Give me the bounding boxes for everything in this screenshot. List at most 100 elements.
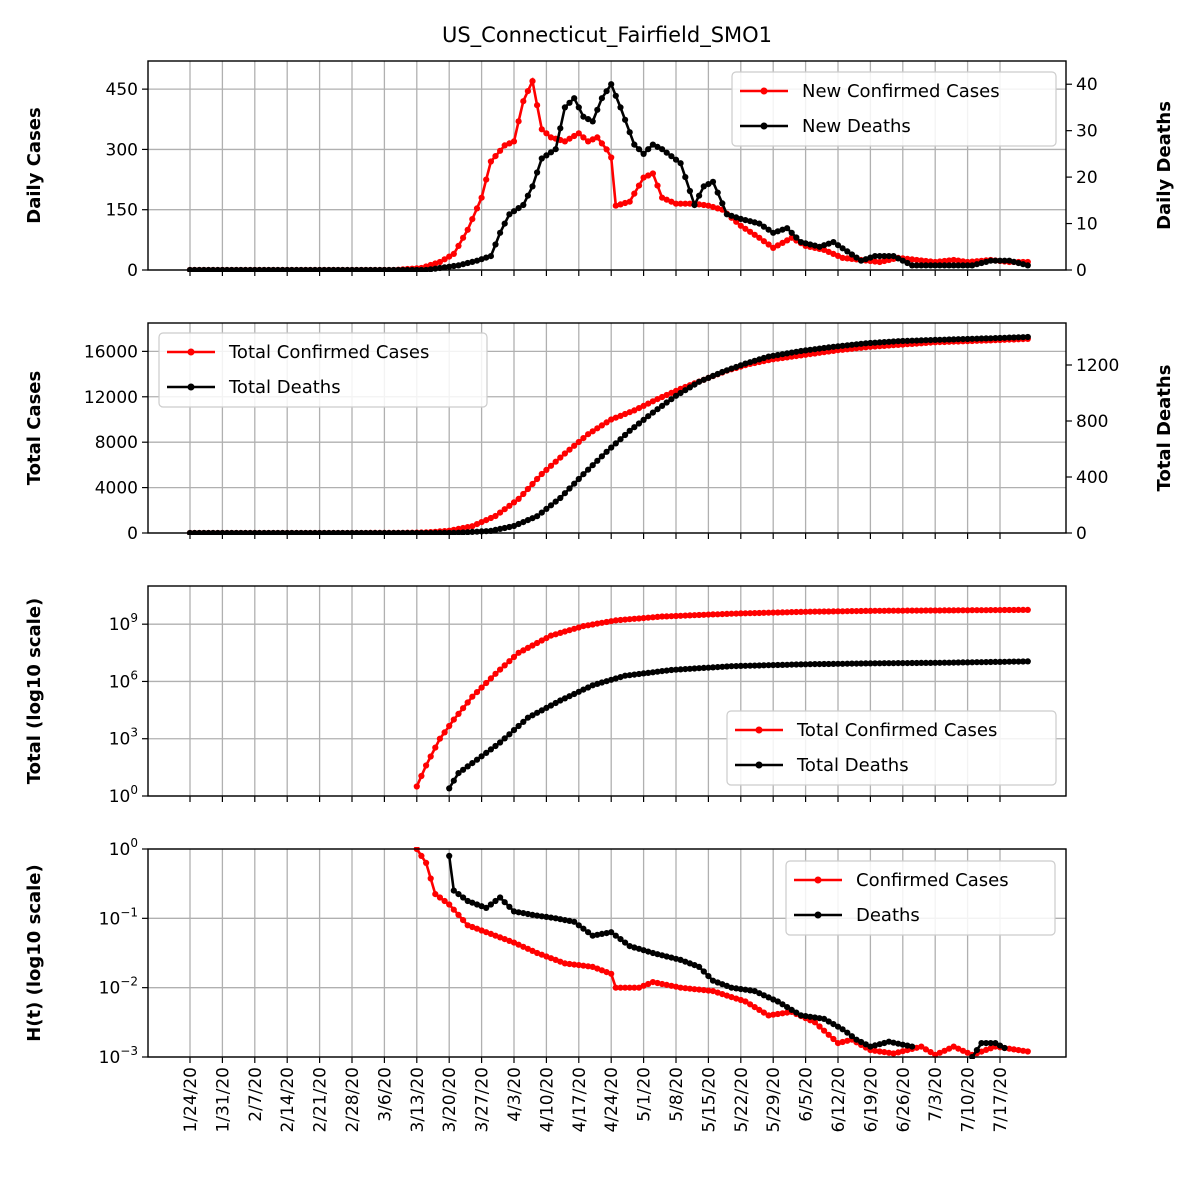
cases-series-point	[649, 398, 657, 405]
deaths-series-point	[774, 228, 781, 235]
deaths-series-point	[603, 448, 610, 455]
deaths-series-point	[797, 347, 805, 355]
cases-series-point	[770, 1011, 777, 1018]
deaths-series-point	[524, 910, 532, 918]
cases-series-point	[423, 762, 430, 769]
deaths-series-point	[529, 712, 536, 719]
cases-series-point	[941, 257, 948, 265]
cases-series-point	[510, 138, 518, 145]
deaths-series-point	[784, 1004, 791, 1011]
cases-series-point	[677, 200, 684, 207]
deaths-series-point	[446, 263, 453, 270]
x-tick-label: 4/17/20	[570, 1067, 590, 1133]
cases-series-point	[737, 610, 744, 617]
deaths-series-point	[867, 660, 874, 667]
deaths-series-point	[506, 211, 513, 218]
deaths-series-point	[793, 234, 800, 241]
cases-series-point	[932, 607, 939, 614]
panel-total: 0 4000 8000 12000 16000 0 400 800 1200 Total Case…	[24, 322, 1175, 544]
deaths-series-point	[483, 749, 490, 757]
deaths-series-point	[807, 661, 814, 668]
cases-series-point	[922, 607, 930, 614]
deaths-series-point	[844, 660, 851, 667]
deaths-series-point	[969, 262, 976, 269]
deaths-series-point	[788, 229, 795, 236]
cases-series-point	[899, 607, 906, 614]
deaths-series-point	[895, 660, 902, 667]
deaths-series-point	[890, 253, 897, 260]
deaths-series-point	[890, 660, 897, 667]
cases-series-point	[909, 256, 916, 263]
cases-series-point	[460, 705, 467, 712]
deaths-series-point	[825, 660, 832, 668]
cases-series-point	[714, 611, 721, 618]
deaths-series-point	[487, 746, 494, 753]
cases-series-point	[543, 466, 550, 473]
deaths-series-point	[506, 731, 513, 738]
cases-series-point	[492, 512, 499, 520]
deaths-series-point	[959, 659, 967, 666]
cases-series-point	[631, 615, 638, 622]
deaths-series-point	[821, 1015, 828, 1023]
deaths-series-point	[733, 663, 740, 670]
deaths-series-point	[728, 663, 735, 670]
cases-series-point	[918, 257, 925, 264]
deaths-series-point	[552, 915, 559, 922]
cases-series-point	[436, 735, 443, 742]
deaths-series-point	[723, 663, 731, 670]
deaths-series-point	[899, 660, 906, 667]
deaths-series-point	[950, 262, 957, 269]
cases-series-point	[580, 134, 587, 141]
deaths-series-point	[871, 339, 879, 346]
cases-series-point	[617, 616, 624, 624]
cases-series-point	[918, 1043, 925, 1050]
deaths-series-point	[446, 852, 453, 860]
deaths-series-point	[969, 335, 976, 342]
cases-series-point	[839, 608, 846, 615]
deaths-series-point	[510, 908, 518, 915]
cases-series-point	[446, 901, 453, 908]
y2-tick-label: 800	[1076, 412, 1108, 432]
x-tick-label: 2/7/20	[246, 1067, 266, 1122]
deaths-series-point	[631, 141, 638, 148]
deaths-series-point	[1020, 261, 1027, 268]
deaths-series-point	[534, 709, 541, 716]
cases-series-point	[1020, 606, 1027, 614]
cases-series-point	[529, 78, 536, 85]
y-tick-label: 12000	[84, 388, 138, 408]
y-tick-label: 10−2	[99, 975, 138, 999]
cases-series-point	[696, 201, 703, 208]
deaths-series-point	[848, 660, 856, 667]
deaths-series-point	[640, 670, 647, 677]
deaths-series-point	[950, 659, 957, 666]
deaths-series-point	[561, 490, 569, 497]
x-tick-labels: 1/24/20 1/31/20 2/7/20 2/14/20 2/21/20 2/28/2…	[181, 1067, 1011, 1133]
deaths-series-point	[455, 770, 462, 777]
cases-series-point	[992, 607, 999, 614]
cases-series-point	[608, 618, 615, 625]
deaths-series-point	[709, 178, 717, 185]
cases-series-point	[436, 894, 443, 901]
cases-series-point	[1001, 606, 1008, 614]
deaths-series-point	[622, 939, 629, 946]
y-tick-label: 0	[127, 524, 138, 544]
legend-label: New Deaths	[802, 116, 911, 137]
deaths-series-point	[649, 669, 657, 676]
cases-series-point	[784, 1009, 791, 1016]
cases-series-point	[460, 917, 467, 924]
cases-series-point	[561, 450, 569, 457]
deaths-series-point	[927, 337, 934, 344]
deaths-series-point	[645, 413, 652, 420]
cases-series-point	[469, 693, 476, 700]
deaths-series-point	[830, 343, 837, 350]
deaths-series-point	[700, 664, 707, 672]
cases-series-point	[677, 612, 684, 619]
deaths-series-point	[1006, 334, 1013, 341]
cases-series-point	[756, 609, 763, 617]
cases-series-point	[423, 859, 430, 867]
deaths-series-point	[585, 116, 592, 123]
deaths-series-point	[959, 336, 967, 343]
deaths-series-point	[529, 911, 536, 919]
deaths-series-point	[742, 986, 749, 993]
